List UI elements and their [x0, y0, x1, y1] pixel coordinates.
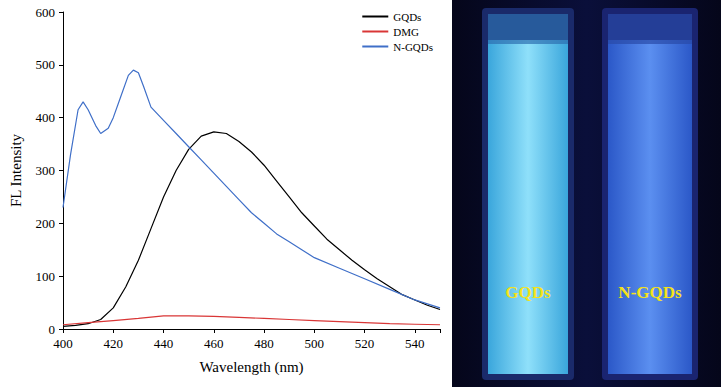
svg-text:400: 400 — [36, 110, 56, 125]
svg-text:480: 480 — [254, 336, 274, 351]
svg-text:100: 100 — [36, 269, 56, 284]
svg-text:420: 420 — [104, 336, 124, 351]
svg-text:300: 300 — [36, 163, 56, 178]
svg-text:0: 0 — [49, 322, 56, 337]
svg-text:460: 460 — [204, 336, 224, 351]
svg-text:Wavelength (nm): Wavelength (nm) — [199, 359, 303, 376]
svg-text:N-GQDs: N-GQDs — [618, 283, 682, 302]
svg-text:500: 500 — [305, 336, 325, 351]
svg-text:600: 600 — [36, 5, 56, 20]
svg-text:440: 440 — [154, 336, 174, 351]
svg-text:400: 400 — [53, 336, 73, 351]
svg-text:540: 540 — [405, 336, 425, 351]
svg-text:DMG: DMG — [393, 26, 419, 38]
svg-text:FL Intensity: FL Intensity — [8, 133, 24, 207]
svg-text:GQDs: GQDs — [393, 11, 421, 23]
svg-text:200: 200 — [36, 216, 56, 231]
svg-text:520: 520 — [355, 336, 375, 351]
svg-text:N-GQDs: N-GQDs — [393, 41, 433, 53]
svg-text:500: 500 — [36, 57, 56, 72]
svg-text:GQDs: GQDs — [505, 283, 551, 302]
